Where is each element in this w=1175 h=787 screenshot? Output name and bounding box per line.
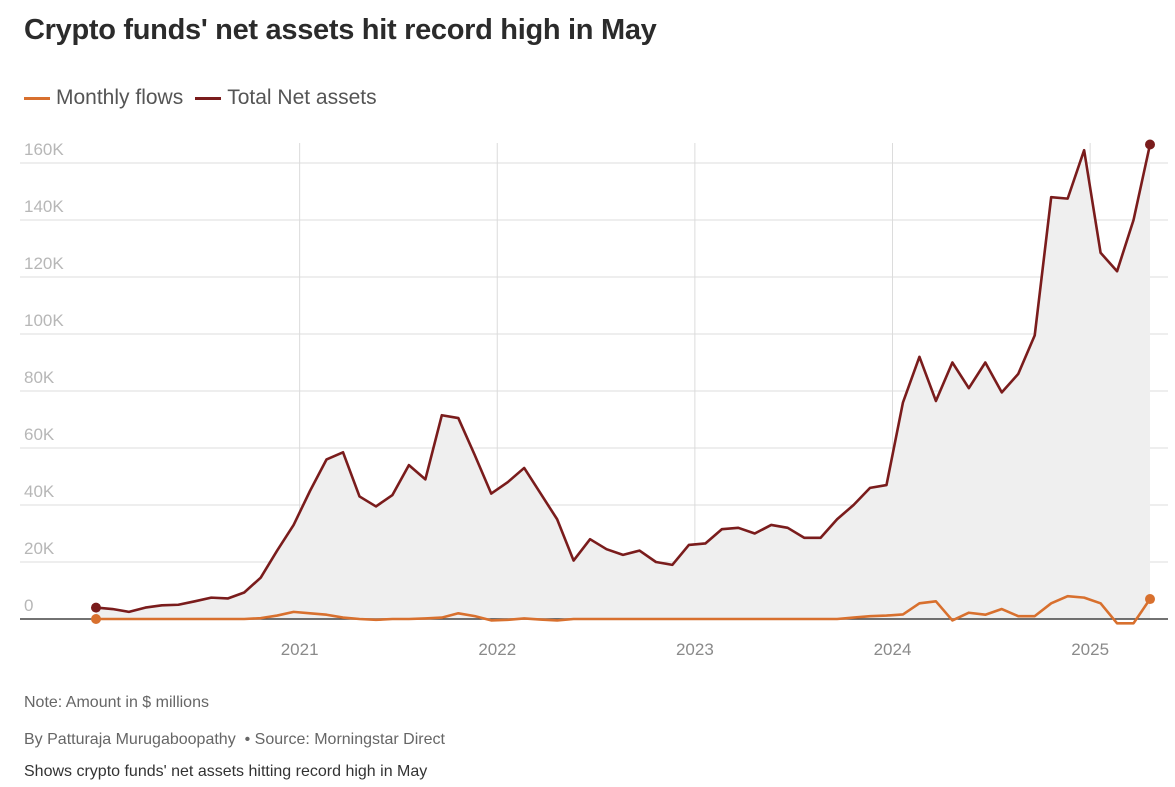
total-net-assets-area <box>96 144 1150 619</box>
total-net-assets-point <box>91 602 101 613</box>
y-tick-label: 80K <box>24 368 55 387</box>
byline-separator: • <box>240 731 255 748</box>
monthly-flows-point <box>1145 594 1155 605</box>
legend-label-monthly-flows: Monthly flows <box>56 86 184 109</box>
byline-author: By Patturaja Murugaboopathy <box>24 731 236 748</box>
y-tick-label: 140K <box>24 197 64 216</box>
axis-ticks: 0 20K 40K 60K 80K 100K 120K 140K 160K 2021 2022 202… <box>24 140 1109 659</box>
y-tick-label: 40K <box>24 482 55 501</box>
footer-note: Note: Amount in $ millions <box>24 694 209 711</box>
legend-item-total-net-assets: Total Net assets <box>195 86 377 110</box>
y-tick-label: 120K <box>24 254 64 273</box>
x-tick-label: 2024 <box>874 640 912 659</box>
x-tick-label: 2023 <box>676 640 714 659</box>
monthly-flows-points <box>91 594 1155 624</box>
y-tick-label: 60K <box>24 425 55 444</box>
x-tick-label: 2022 <box>478 640 516 659</box>
monthly-flows-point <box>91 614 101 624</box>
monthly-flows-line <box>94 594 1152 625</box>
legend-label-total-net-assets: Total Net assets <box>227 86 377 109</box>
footer-caption: Shows crypto funds' net assets hitting r… <box>24 763 428 780</box>
total-net-assets-points <box>91 139 1155 613</box>
total-net-assets-line <box>94 143 1152 614</box>
y-tick-label: 100K <box>24 311 64 330</box>
footer-byline: By Patturaja Murugaboopathy • Source: Mo… <box>24 731 445 749</box>
line-chart: 0 20K 40K 60K 80K 100K 120K 140K 160K 2021 2022 202… <box>20 139 1168 659</box>
legend-item-monthly-flows: Monthly flows <box>24 86 183 110</box>
x-tick-label: 2021 <box>281 640 319 659</box>
legend: Monthly flows Total Net assets <box>24 86 389 110</box>
y-tick-label: 20K <box>24 539 55 558</box>
legend-swatch-total-net-assets <box>195 96 222 100</box>
x-tick-label: 2025 <box>1071 640 1109 659</box>
total-net-assets-point <box>1145 139 1155 150</box>
chart-title: Crypto funds' net assets hit record high… <box>24 14 657 46</box>
y-tick-label: 0 <box>24 596 33 615</box>
y-tick-label: 160K <box>24 140 64 159</box>
byline-source: Source: Morningstar Direct <box>254 731 445 748</box>
legend-swatch-monthly-flows <box>24 96 50 100</box>
